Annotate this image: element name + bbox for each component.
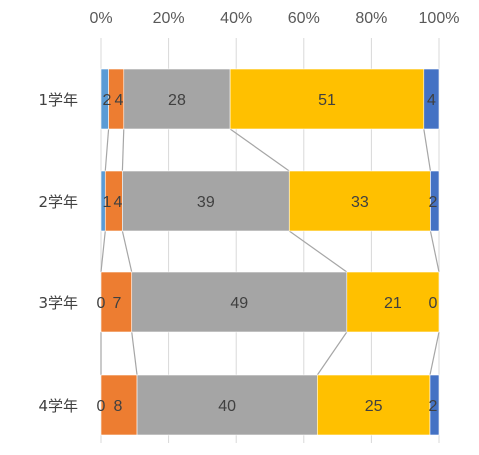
data-label: 33	[351, 194, 369, 211]
data-label: 2	[429, 194, 438, 211]
data-label: 0	[429, 295, 438, 312]
bar-segment	[123, 68, 231, 130]
bar-segment	[288, 170, 431, 232]
data-label: 39	[197, 194, 215, 211]
data-label: 0	[97, 398, 106, 415]
bar-segment	[136, 374, 318, 436]
series-line	[429, 230, 440, 273]
category-label: 4学年	[38, 397, 78, 415]
bars	[100, 68, 440, 436]
data-label: 1	[103, 194, 112, 211]
x-axis-ticks: 0% 20% 40% 60% 80% 100%	[89, 10, 459, 27]
category-label: 2学年	[38, 193, 78, 211]
series-line	[229, 128, 290, 172]
bar-segment	[429, 374, 440, 436]
series-line	[121, 128, 125, 172]
bar-segment	[346, 271, 440, 333]
data-label: 25	[365, 398, 383, 415]
data-label: 21	[384, 295, 402, 312]
x-tick-label: 60%	[288, 10, 320, 27]
bar-segment	[423, 68, 440, 130]
x-tick-label: 80%	[355, 10, 387, 27]
series-line	[104, 128, 110, 172]
data-label: 4	[115, 92, 124, 109]
bar-segment	[122, 170, 290, 232]
series-line	[316, 331, 348, 376]
category-label: 1学年	[38, 91, 78, 109]
data-label: 51	[318, 92, 336, 109]
data-label: 2	[429, 398, 438, 415]
x-tick-label: 0%	[89, 10, 112, 27]
category-label: 3学年	[38, 294, 78, 312]
bar-segment	[131, 271, 348, 333]
data-labels: 2 4 28 51 41 4 39 33 20 7 49 21 00 8 40 25 2	[97, 92, 438, 415]
bar-segment	[317, 374, 431, 436]
x-tick-label: 100%	[419, 10, 460, 27]
data-label: 28	[168, 92, 186, 109]
data-label: 8	[114, 398, 123, 415]
series-line	[429, 331, 440, 376]
series-lines	[100, 128, 440, 376]
data-label: 40	[218, 398, 236, 415]
bar-segment	[100, 374, 138, 436]
series-line	[288, 230, 348, 273]
x-tick-label: 40%	[220, 10, 252, 27]
data-label: 7	[113, 295, 122, 312]
data-label: 2	[103, 92, 112, 109]
series-line	[423, 128, 432, 172]
category-labels: 1学年 2学年 3学年 4学年	[38, 91, 78, 415]
bar-segment	[430, 170, 440, 232]
series-line	[121, 230, 133, 273]
series-line	[100, 230, 106, 273]
x-tick-label: 20%	[153, 10, 185, 27]
data-label: 4	[114, 194, 123, 211]
series-line	[131, 331, 138, 376]
bar-segment	[100, 271, 133, 333]
bar-segment	[229, 68, 425, 130]
data-label: 4	[427, 92, 436, 109]
data-label: 49	[230, 295, 248, 312]
data-label: 0	[97, 295, 106, 312]
